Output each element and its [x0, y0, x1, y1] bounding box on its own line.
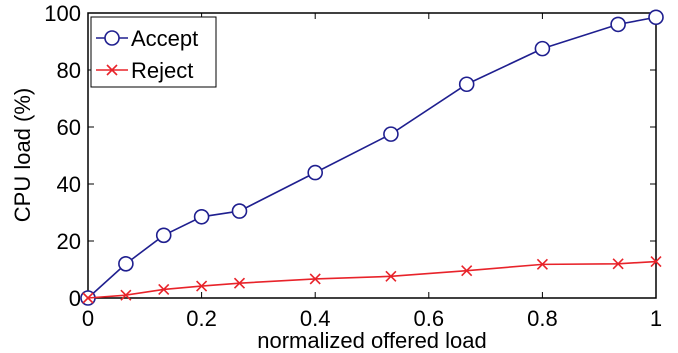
legend-accept-label: Accept	[131, 26, 198, 51]
y-tick-label: 80	[57, 58, 81, 83]
axes-frame	[87, 12, 657, 299]
legend-box	[90, 16, 217, 88]
x-axis-label: normalized offered load	[257, 328, 487, 353]
y-tick-label: 20	[57, 229, 81, 254]
plot-area	[87, 12, 657, 299]
series-layer	[80, 9, 664, 306]
data-point-accept	[648, 9, 664, 26]
data-point-accept	[193, 208, 210, 225]
data-point-reject	[612, 258, 624, 270]
data-point-reject	[385, 270, 397, 282]
x-tick-label: 0.8	[527, 306, 558, 331]
data-point-accept	[118, 255, 134, 272]
y-tick-label: 100	[44, 1, 81, 26]
data-point-reject	[461, 265, 473, 277]
data-point-accept	[534, 40, 551, 57]
legend-reject-marker	[106, 64, 118, 76]
y-tick-label: 0	[69, 286, 81, 311]
data-point-reject	[82, 292, 94, 304]
data-point-accept	[458, 76, 475, 93]
x-tick-label: 1	[650, 306, 662, 331]
x-tick-label: 0	[82, 306, 94, 331]
data-point-accept	[155, 227, 172, 244]
y-axis-label: CPU load (%)	[10, 88, 35, 222]
data-point-accept	[231, 203, 248, 219]
data-point-accept	[383, 126, 399, 142]
legend-accept-marker	[104, 30, 120, 46]
data-point-reject	[196, 280, 208, 292]
ticks: 0 0.2 0.4 0.6 0.8 1 0 20 40 60 80 100	[44, 1, 662, 331]
data-point-reject	[650, 255, 662, 268]
data-point-reject	[233, 277, 246, 289]
x-tick-label: 0.2	[186, 306, 217, 331]
legend-reject-label: Reject	[131, 58, 193, 83]
y-tick-label: 40	[57, 172, 81, 197]
x-tick-label: 0.6	[414, 306, 445, 331]
data-point-accept	[610, 16, 626, 33]
legend: Accept Reject	[90, 16, 217, 88]
x-tick-label: 0.4	[300, 306, 331, 331]
data-point-accept	[307, 164, 324, 181]
y-tick-label: 60	[57, 115, 81, 140]
series-line-reject	[87, 260, 657, 299]
data-point-reject	[158, 283, 170, 296]
data-point-reject	[536, 258, 548, 270]
data-point-reject	[120, 289, 132, 301]
data-point-reject	[309, 273, 321, 285]
